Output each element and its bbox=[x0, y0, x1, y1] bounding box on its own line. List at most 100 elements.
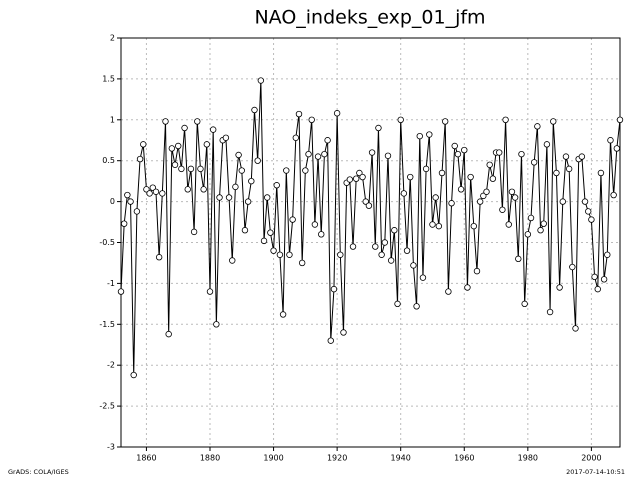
x-tick-label: 1880 bbox=[200, 454, 220, 463]
data-point bbox=[171, 161, 179, 168]
data-point bbox=[321, 150, 328, 158]
data-point bbox=[407, 173, 414, 181]
data-point bbox=[203, 141, 211, 148]
x-tick-label: 1920 bbox=[327, 454, 347, 463]
data-point bbox=[578, 153, 586, 160]
data-point bbox=[502, 116, 509, 123]
x-tick-label: 1960 bbox=[454, 454, 474, 463]
data-point bbox=[527, 214, 535, 222]
data-point bbox=[362, 198, 369, 205]
data-point bbox=[209, 126, 217, 133]
data-point bbox=[422, 165, 430, 173]
data-point bbox=[600, 276, 608, 283]
x-tick-label: 2000 bbox=[581, 454, 601, 463]
data-point bbox=[152, 188, 160, 195]
data-point bbox=[387, 257, 395, 264]
data-point bbox=[372, 243, 379, 250]
data-point bbox=[248, 177, 255, 185]
y-tick-label: 1 bbox=[110, 115, 115, 124]
data-point bbox=[607, 137, 614, 144]
data-point bbox=[225, 194, 233, 201]
data-point bbox=[610, 191, 617, 199]
data-point bbox=[391, 227, 398, 234]
data-point bbox=[448, 200, 455, 207]
data-point bbox=[298, 259, 306, 267]
data-point bbox=[359, 173, 366, 181]
y-tick-label: 2 bbox=[110, 34, 115, 43]
y-tick-label: -0.5 bbox=[99, 238, 115, 247]
data-point bbox=[553, 169, 560, 177]
data-point bbox=[143, 186, 150, 193]
data-line bbox=[120, 80, 621, 376]
data-point bbox=[604, 251, 611, 258]
data-point bbox=[464, 284, 471, 291]
data-point bbox=[238, 167, 245, 174]
data-point bbox=[572, 325, 579, 332]
data-point bbox=[499, 206, 506, 213]
data-point bbox=[130, 371, 137, 379]
data-point bbox=[162, 118, 169, 125]
data-point bbox=[127, 198, 134, 205]
data-point bbox=[521, 300, 528, 308]
data-point bbox=[149, 184, 156, 191]
data-point bbox=[569, 263, 576, 271]
data-point bbox=[349, 243, 357, 250]
data-point bbox=[302, 167, 309, 174]
data-point bbox=[146, 190, 153, 197]
data-point bbox=[546, 308, 554, 316]
data-point bbox=[324, 137, 331, 144]
data-point bbox=[251, 106, 258, 114]
data-point bbox=[397, 116, 404, 123]
data-point bbox=[308, 116, 315, 123]
data-point bbox=[565, 165, 573, 173]
data-point bbox=[556, 284, 563, 291]
data-point bbox=[117, 288, 125, 295]
data-point bbox=[213, 321, 220, 328]
data-point bbox=[314, 153, 322, 160]
data-point bbox=[441, 118, 449, 125]
data-point bbox=[550, 118, 557, 125]
y-tick-label: 1.5 bbox=[102, 74, 115, 83]
data-point bbox=[270, 247, 277, 254]
data-point bbox=[476, 198, 484, 205]
data-point bbox=[229, 257, 236, 264]
data-point bbox=[451, 142, 458, 150]
y-tick-label: 0.5 bbox=[102, 156, 115, 165]
data-point bbox=[318, 231, 325, 238]
y-tick-label: -1.5 bbox=[99, 320, 115, 329]
data-point bbox=[534, 123, 541, 130]
data-point bbox=[133, 208, 141, 215]
data-point bbox=[286, 251, 293, 258]
data-point bbox=[232, 183, 239, 191]
data-point bbox=[340, 329, 347, 336]
data-point bbox=[480, 192, 487, 200]
data-point bbox=[352, 175, 360, 182]
data-point bbox=[511, 194, 519, 201]
footer-right: 2017-07-14-10:51 bbox=[566, 468, 625, 476]
data-point bbox=[496, 149, 503, 156]
data-point bbox=[311, 221, 319, 228]
data-point bbox=[585, 208, 592, 215]
data-point bbox=[289, 216, 296, 223]
data-point bbox=[305, 150, 312, 158]
data-point bbox=[267, 229, 274, 236]
data-point bbox=[486, 161, 493, 168]
chart-title: NAO_indeks_exp_01_jfm bbox=[254, 7, 485, 29]
data-point bbox=[168, 145, 176, 152]
x-tick-label: 1980 bbox=[518, 454, 538, 463]
data-point bbox=[483, 188, 490, 195]
data-point bbox=[292, 134, 300, 141]
data-point bbox=[337, 251, 344, 258]
data-point bbox=[200, 186, 207, 193]
y-tick-label: -2 bbox=[107, 361, 115, 370]
data-point bbox=[473, 267, 481, 275]
plot-frame bbox=[120, 37, 621, 448]
x-tick-label: 1860 bbox=[136, 454, 156, 463]
data-point bbox=[400, 190, 408, 197]
data-point bbox=[375, 124, 382, 132]
data-point bbox=[181, 124, 188, 132]
data-point bbox=[257, 77, 265, 84]
data-point bbox=[432, 194, 439, 201]
data-point bbox=[206, 288, 214, 295]
data-point bbox=[283, 167, 290, 174]
